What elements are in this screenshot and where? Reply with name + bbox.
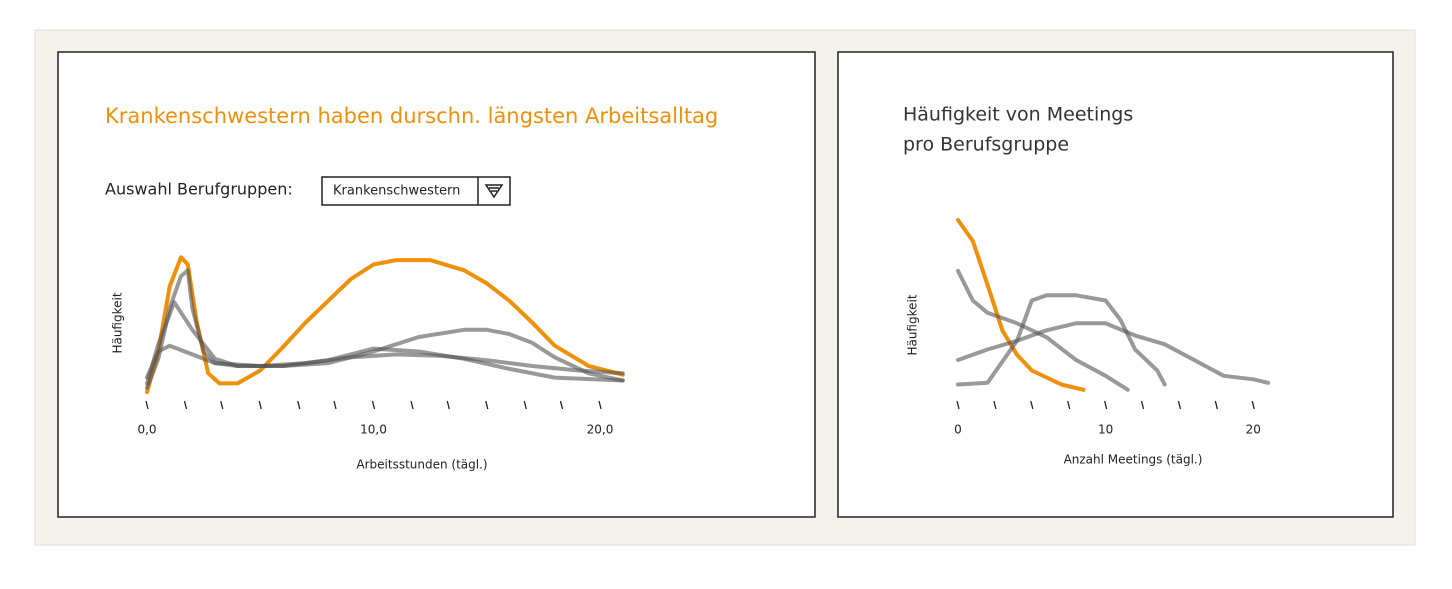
- line: [145, 255, 625, 395]
- x-minor-tick: [1067, 400, 1071, 410]
- x-minor-tick: [410, 400, 414, 410]
- dropdown-icon[interactable]: [484, 184, 504, 199]
- x-tick-label: 0,0: [137, 423, 156, 437]
- y-axis-label: Häufigkeit: [906, 294, 920, 355]
- line: [956, 268, 1130, 392]
- x-tick-label: 20: [1246, 423, 1261, 437]
- x-minor-tick: [333, 400, 337, 410]
- x-axis-label: Anzahl Meetings (tägl.): [1064, 453, 1203, 467]
- y-axis-label: Häufigkeit: [111, 292, 125, 353]
- x-minor-tick: [183, 400, 188, 410]
- x-minor-tick: [220, 400, 224, 410]
- x-tick-label: 20,0: [587, 423, 614, 437]
- chart-title: Häufigkeit von Meetings: [903, 104, 1133, 126]
- x-minor-tick: [559, 400, 564, 410]
- dropdown[interactable]: Krankenschwestern: [321, 176, 511, 206]
- x-tick: [371, 400, 376, 410]
- x-tick: [598, 400, 602, 410]
- chart-title: Krankenschwestern haben durschn. längste…: [105, 104, 718, 128]
- x-minor-tick: [1214, 400, 1218, 410]
- x-tick-label: 10,0: [360, 423, 387, 437]
- x-minor-tick: [297, 400, 301, 410]
- x-minor-tick: [485, 400, 489, 410]
- line: [956, 321, 1270, 385]
- x-tick: [145, 400, 149, 410]
- panel: [57, 51, 816, 518]
- line: [956, 293, 1167, 387]
- selector-label: Auswahl Berufgruppen:: [105, 180, 293, 199]
- line: [145, 343, 625, 380]
- x-tick: [1103, 400, 1108, 410]
- dropdown-value[interactable]: Krankenschwestern: [333, 184, 460, 199]
- x-axis-label: Arbeitsstunden (tägl.): [356, 458, 487, 472]
- x-minor-tick: [1177, 400, 1182, 410]
- x-minor-tick: [523, 400, 527, 410]
- x-tick: [1251, 400, 1255, 410]
- x-tick-label: 10: [1098, 423, 1113, 437]
- x-minor-tick: [993, 400, 997, 410]
- line: [956, 218, 1086, 392]
- x-tick: [956, 400, 960, 410]
- x-minor-tick: [1140, 400, 1145, 410]
- x-minor-tick: [258, 400, 262, 410]
- panel: [837, 51, 1394, 518]
- chart-title: pro Berufsgruppe: [903, 134, 1069, 156]
- x-minor-tick: [446, 400, 450, 410]
- x-tick-label: 0: [954, 423, 962, 437]
- x-minor-tick: [1030, 400, 1034, 410]
